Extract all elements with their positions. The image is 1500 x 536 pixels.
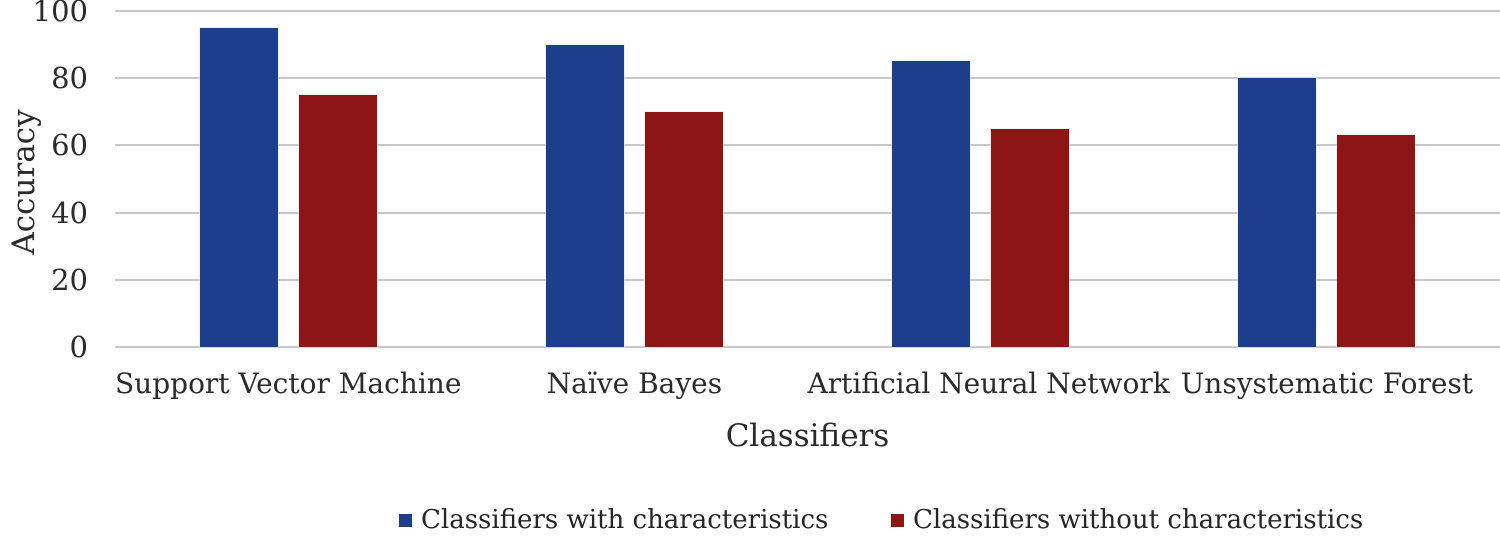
gridline xyxy=(115,144,1500,147)
legend-item: Classifiers without characteristics xyxy=(891,504,1363,536)
x-category-label: Artificial Neural Network xyxy=(807,367,1170,400)
bar xyxy=(1337,135,1416,347)
plot-area: Support Vector Machine Naïve Bayes Artific… xyxy=(115,0,1500,536)
bar xyxy=(1238,78,1317,347)
bar xyxy=(199,27,278,347)
legend-item: Classifiers with characteristics xyxy=(399,504,828,536)
legend-swatch-icon xyxy=(891,513,904,527)
legend-label: Classifiers without characteristics xyxy=(913,505,1364,535)
bar xyxy=(892,61,971,347)
gridline xyxy=(115,77,1500,80)
y-tick-label: 0 xyxy=(69,330,88,364)
gridline xyxy=(115,211,1500,214)
bar xyxy=(644,111,723,347)
gridline xyxy=(115,346,1500,348)
bar xyxy=(991,128,1070,347)
gridline xyxy=(115,278,1500,281)
bar xyxy=(298,95,377,347)
y-tick-label: 20 xyxy=(51,262,88,297)
legend-label: Classifiers with characteristics xyxy=(421,505,829,535)
gridline xyxy=(115,10,1500,12)
y-tick-label: 100 xyxy=(32,0,88,28)
y-tick-label: 60 xyxy=(51,128,88,163)
x-category-label: Naïve Bayes xyxy=(546,367,723,400)
y-axis-tick-labels: 0 20 40 60 80 100 xyxy=(0,0,88,536)
x-category-label: Support Vector Machine xyxy=(115,367,462,400)
y-tick-label: 40 xyxy=(51,195,88,230)
bar xyxy=(545,44,624,347)
x-category-label: Unsystematic Forest xyxy=(1180,367,1474,400)
legend-swatch-icon xyxy=(399,513,412,527)
y-tick-label: 80 xyxy=(51,61,88,96)
x-axis-title: Classifiers xyxy=(725,418,890,454)
